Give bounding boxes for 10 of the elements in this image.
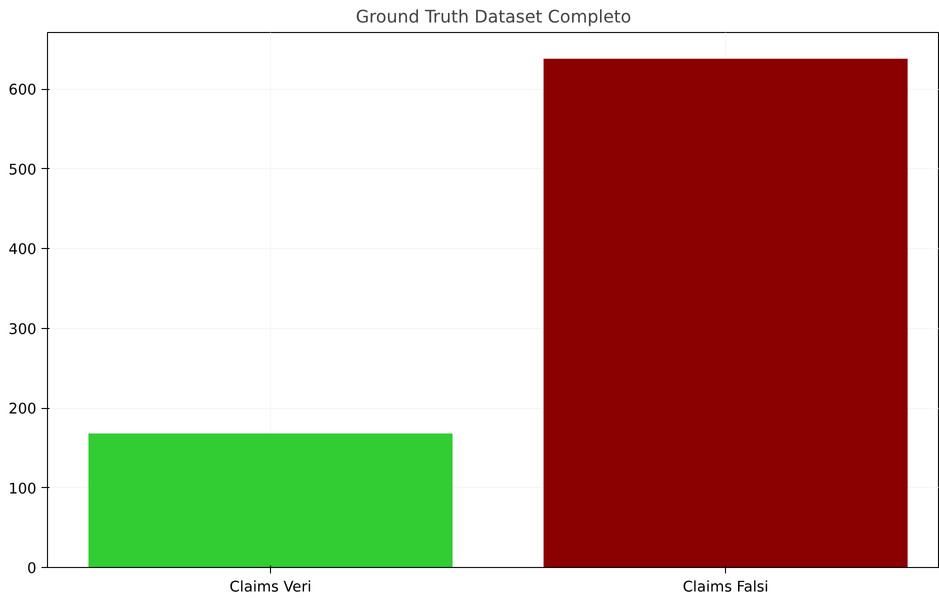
y-tick-label: 400 (8, 241, 37, 258)
chart-title: Ground Truth Dataset Completo (356, 8, 632, 28)
y-tick-label: 0 (27, 560, 37, 577)
y-tick-label: 100 (8, 480, 37, 498)
x-tick-label: Claims Falsi (682, 578, 768, 596)
x-tick-label: Claims Veri (230, 578, 312, 596)
y-tick-label: 200 (8, 400, 37, 418)
y-tick-label: 500 (8, 161, 37, 178)
y-tick-label: 600 (8, 82, 37, 99)
y-tick-label: 300 (8, 320, 37, 338)
